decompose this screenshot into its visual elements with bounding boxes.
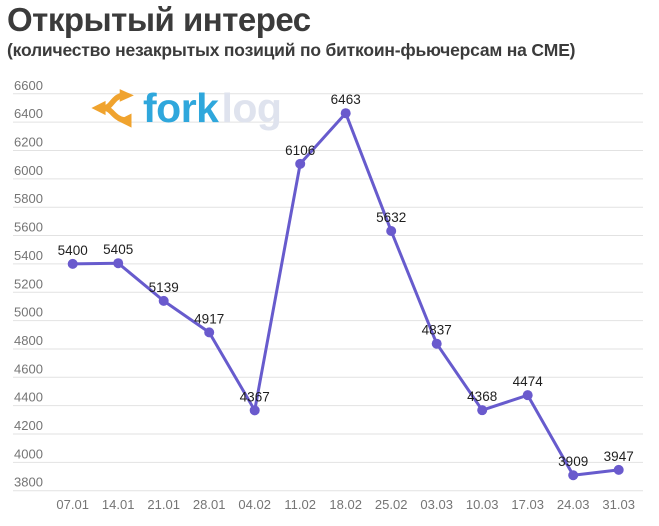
chart-header: Открытый интерес (количество незакрытых … [7, 0, 575, 61]
y-axis-label: 5400 [14, 248, 43, 263]
x-axis-label: 07.01 [56, 497, 89, 512]
data-point-label: 3909 [558, 454, 588, 469]
data-point [67, 258, 78, 269]
data-point [295, 158, 306, 169]
data-point [522, 390, 533, 401]
y-axis-label: 5600 [14, 220, 43, 235]
x-axis-label: 14.01 [102, 497, 135, 512]
data-point-label: 4367 [240, 389, 270, 404]
data-point [568, 470, 579, 481]
data-point-label: 6463 [331, 92, 361, 107]
data-point-label: 5400 [58, 243, 88, 258]
x-axis-label: 11.02 [284, 497, 316, 512]
y-axis-label: 5200 [14, 276, 43, 291]
x-axis-label: 21.01 [147, 497, 180, 512]
y-axis-label: 4400 [14, 390, 43, 405]
y-axis-label: 5800 [14, 191, 43, 206]
page-subtitle: (количество незакрытых позиций по биткои… [7, 39, 576, 60]
forklog-logo: fork log [90, 84, 282, 131]
data-point [431, 338, 442, 349]
x-axis-label: 17.03 [511, 497, 544, 512]
x-axis-label: 25.02 [375, 497, 408, 512]
data-point-label: 5632 [376, 210, 406, 225]
data-point-label: 4917 [194, 311, 224, 326]
y-axis-label: 6400 [14, 106, 43, 121]
x-axis-label: 18.02 [329, 497, 362, 512]
data-point [477, 405, 488, 416]
x-axis-label: 03.03 [420, 497, 453, 512]
data-point [249, 405, 260, 416]
data-point-label: 5405 [103, 242, 133, 257]
logo-text-log: log [221, 84, 282, 131]
x-axis-label: 31.03 [602, 497, 635, 512]
data-point-label: 4474 [513, 374, 544, 389]
page-title: Открытый интерес [7, 1, 311, 38]
data-point [204, 327, 215, 338]
data-point [158, 295, 169, 306]
data-point-label: 3947 [604, 449, 634, 464]
y-axis-label: 4200 [14, 418, 43, 433]
data-point [340, 108, 351, 119]
y-axis-label: 5000 [14, 305, 43, 320]
y-axis-label: 6200 [14, 135, 43, 150]
x-axis-label: 04.02 [238, 497, 271, 512]
y-axis-label: 4600 [14, 361, 43, 376]
data-point-label: 5139 [149, 280, 179, 295]
data-point [386, 226, 397, 237]
data-point [613, 464, 624, 475]
y-axis-label: 6000 [14, 163, 43, 178]
y-axis-label: 4000 [14, 446, 43, 461]
x-axis-label: 28.01 [193, 497, 226, 512]
data-point-label: 4837 [422, 323, 452, 338]
y-axis-label: 4800 [14, 333, 43, 348]
x-axis-label: 24.03 [557, 497, 590, 512]
y-axis-label: 6600 [14, 78, 43, 93]
x-axis-label: 10.03 [466, 497, 499, 512]
data-point [113, 258, 124, 269]
y-axis-label: 3800 [14, 475, 43, 490]
data-point-label: 4368 [467, 389, 497, 404]
fork-arrows-icon [91, 89, 134, 128]
data-point-label: 6106 [285, 143, 315, 158]
logo-text-fork: fork [143, 84, 219, 131]
